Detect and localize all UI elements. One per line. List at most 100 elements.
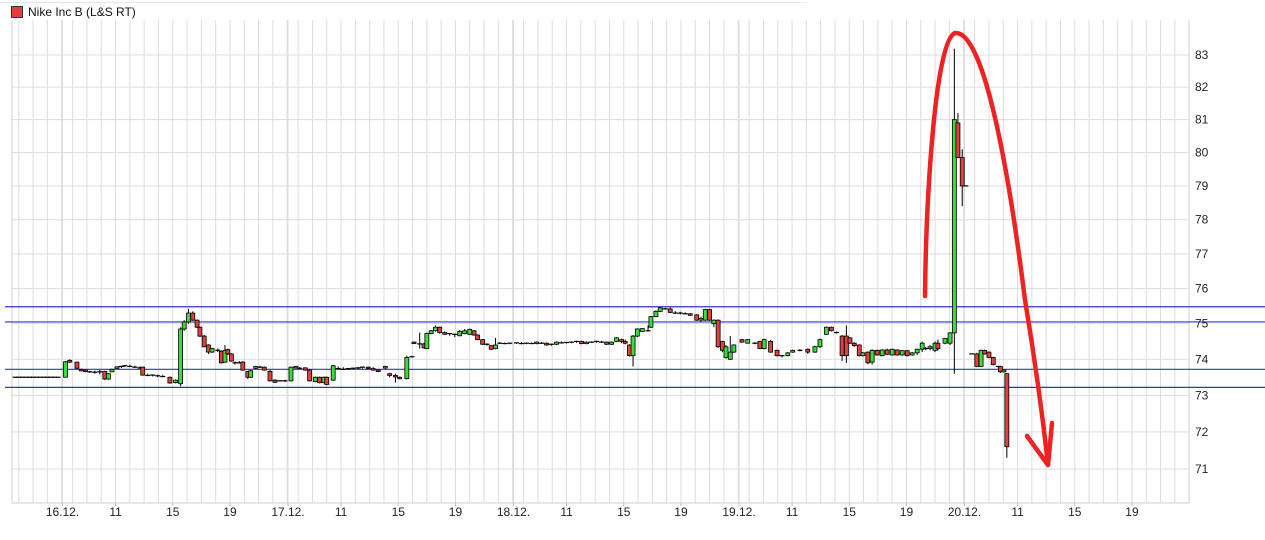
x-axis: 16.12. 11 15 19 17.12. 11 15 19 18.12. 11 15 19 19.1…	[46, 503, 1139, 519]
candle-body	[488, 345, 494, 350]
candle-body	[785, 352, 791, 357]
chart-legend: Nike Inc B (L&S RT)	[11, 5, 136, 19]
candle	[392, 373, 398, 383]
candle	[879, 349, 885, 357]
candle-body	[727, 351, 733, 360]
candle	[645, 325, 651, 332]
candle	[584, 341, 589, 345]
candle	[181, 320, 187, 331]
candle	[433, 325, 438, 332]
grid	[11, 20, 1190, 504]
candle-body	[843, 335, 849, 357]
candle	[559, 341, 565, 344]
candle	[986, 351, 992, 359]
candle-body	[614, 337, 619, 342]
candle	[797, 349, 803, 352]
candle-body	[715, 319, 721, 348]
candle	[774, 349, 780, 357]
candle-body	[986, 351, 992, 358]
candle-body	[222, 349, 228, 363]
candle-body	[181, 321, 187, 330]
candle-body	[865, 351, 871, 364]
candle	[524, 342, 530, 345]
candle-body	[228, 353, 234, 362]
candle-body	[382, 366, 388, 369]
candle-body	[667, 308, 673, 313]
candle-body	[919, 342, 925, 350]
candle	[904, 349, 910, 357]
candle	[648, 315, 654, 328]
y-tick-label: 74	[1195, 352, 1209, 366]
candle-body	[442, 332, 448, 335]
candle	[639, 327, 645, 333]
candle-body	[619, 339, 625, 342]
candle	[350, 367, 356, 370]
candle-body	[828, 326, 834, 332]
candle	[599, 340, 605, 343]
x-tick-label: 15	[392, 505, 406, 519]
candle-body	[83, 369, 88, 372]
candle	[544, 342, 549, 346]
candle	[215, 348, 221, 353]
x-tick-label: 19	[223, 505, 237, 519]
candle	[752, 342, 758, 345]
y-tick-label: 79	[1195, 179, 1209, 193]
candle-body	[167, 376, 173, 384]
candle-body	[935, 342, 941, 349]
candle	[78, 368, 84, 372]
x-tick-label: 11	[786, 505, 799, 519]
candle	[955, 113, 961, 158]
candle	[622, 339, 628, 345]
candle-body	[397, 376, 403, 380]
candle-body	[694, 314, 700, 321]
candle	[757, 340, 763, 350]
candle	[817, 338, 823, 348]
candle	[248, 370, 254, 378]
candle-body	[630, 335, 636, 357]
candle	[869, 349, 875, 365]
candle	[118, 365, 124, 368]
candle-body	[307, 369, 312, 382]
candle	[457, 330, 463, 337]
candle	[698, 316, 704, 322]
y-tick-label: 71	[1195, 462, 1209, 476]
candle	[982, 349, 988, 355]
candle	[228, 353, 234, 362]
candle-body	[639, 328, 645, 332]
y-tick-label: 80	[1195, 146, 1209, 160]
candle	[723, 344, 729, 359]
candle-body	[225, 349, 231, 355]
candle-body	[860, 352, 866, 357]
candle	[370, 367, 376, 371]
candle	[823, 326, 829, 336]
candle	[365, 366, 371, 370]
candle-body	[74, 361, 80, 369]
y-tick-label: 82	[1195, 80, 1209, 94]
candle	[594, 340, 600, 343]
candle-body	[462, 330, 468, 335]
candle	[507, 342, 513, 345]
candle-body	[67, 359, 73, 363]
candle	[711, 319, 717, 328]
candle-body	[471, 330, 477, 336]
candle-body	[411, 341, 417, 345]
candle-body	[554, 341, 559, 345]
candle	[493, 337, 498, 350]
candle-body	[544, 342, 549, 346]
candle	[677, 311, 683, 315]
candle-body	[657, 307, 663, 312]
y-tick-label: 83	[1195, 48, 1209, 62]
candle	[828, 326, 834, 332]
candle	[694, 314, 700, 321]
candle-body	[1004, 373, 1010, 448]
candle	[682, 312, 688, 315]
candle	[630, 335, 636, 367]
candle-body	[609, 341, 614, 345]
x-tick-label: 19	[449, 505, 463, 519]
candle-body	[959, 157, 965, 187]
candle	[411, 341, 417, 345]
candle	[653, 310, 659, 318]
candle	[312, 376, 318, 383]
candle-body	[839, 335, 845, 357]
candle	[579, 340, 584, 345]
